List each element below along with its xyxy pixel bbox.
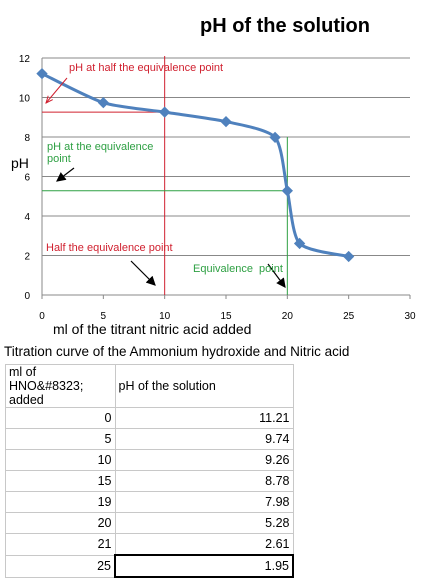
ph-curve-line (41, 72, 350, 258)
chart-plot: 0 2 4 6 8 10 12 0 5 10 15 20 25 30 (19, 54, 416, 322)
arrow-half-equivalence (130, 260, 156, 286)
y-tick-label: 2 (24, 252, 30, 263)
table-row: 20 5.28 (5, 512, 294, 534)
annotation-ph-half-equivalence: pH at half the equivalence point (69, 62, 224, 74)
y-tick-label: 6 (24, 173, 30, 184)
ph-cell: 11.21 (114, 407, 294, 429)
table-row: 25 1.95 (5, 554, 294, 578)
volume-cell: 25 (5, 554, 116, 578)
x-tick-label: 15 (220, 311, 232, 322)
ph-cell: 5.28 (114, 512, 294, 534)
y-tick-label: 10 (19, 94, 31, 105)
table-row: 21 2.61 (5, 533, 294, 556)
annotation-ph-equivalence: pH at the equivalence point (47, 141, 154, 165)
data-point (343, 250, 355, 263)
chart-title: pH of the solution (200, 15, 370, 37)
data-point (159, 106, 171, 118)
volume-cell: 21 (5, 533, 116, 556)
arrow-equivalence (267, 263, 286, 288)
volume-cell: 5 (5, 428, 116, 450)
ph-cell: 8.78 (114, 470, 294, 492)
x-tick-label: 30 (404, 311, 416, 322)
table-row: 10 9.26 (5, 449, 294, 471)
arrow-ph-equivalence (56, 167, 75, 182)
titration-data-table: ml of HNO&#8323; added pH of the solutio… (5, 364, 294, 578)
x-tick-label: 10 (159, 311, 171, 322)
table-caption: Titration curve of the Ammonium hydroxid… (4, 344, 350, 359)
titration-chart: 0 2 4 6 8 10 12 0 5 10 15 20 25 30 pH of the solution… (11, 15, 416, 337)
column-header-ph: pH of the solution (114, 364, 294, 408)
y-tick-label: 4 (24, 212, 30, 223)
y-tick-label: 0 (24, 291, 30, 302)
ph-cell: 9.26 (114, 449, 294, 471)
x-tick-label: 25 (343, 311, 355, 322)
table-row: 15 8.78 (5, 470, 294, 492)
column-header-volume: ml of HNO&#8323; added (5, 364, 116, 408)
x-tick-label: 0 (39, 311, 45, 322)
x-tick-label: 20 (282, 311, 294, 322)
data-point (269, 131, 281, 144)
data-point (293, 237, 306, 250)
data-point (220, 115, 232, 128)
ph-cell-selected[interactable]: 1.95 (114, 554, 294, 578)
y-tick-label: 12 (19, 54, 31, 65)
y-axis-label: pH (11, 155, 29, 171)
data-point (281, 185, 293, 197)
annotation-half-equivalence: Half the equivalence point (46, 242, 173, 254)
table-row: 0 11.21 (5, 407, 294, 429)
ph-cell: 9.74 (114, 428, 294, 450)
x-axis-label: ml of the titrant nitric acid added (53, 321, 252, 337)
volume-cell: 15 (5, 470, 116, 492)
arrow-ph-half-equivalence (46, 77, 68, 103)
volume-cell: 0 (5, 407, 116, 429)
volume-cell: 10 (5, 449, 116, 471)
volume-cell: 20 (5, 512, 116, 534)
table-row: 19 7.98 (5, 491, 294, 513)
volume-cell: 19 (5, 491, 116, 513)
annotation-equivalence: Equivalence point (193, 263, 283, 275)
x-tick-label: 5 (101, 311, 107, 322)
table-header-row: ml of HNO&#8323; added pH of the solutio… (5, 364, 294, 408)
data-point (36, 67, 48, 80)
table-row: 5 9.74 (5, 428, 294, 450)
data-point (97, 96, 109, 109)
ph-cell: 7.98 (114, 491, 294, 513)
y-tick-label: 8 (24, 133, 30, 144)
ph-cell: 2.61 (114, 533, 294, 556)
